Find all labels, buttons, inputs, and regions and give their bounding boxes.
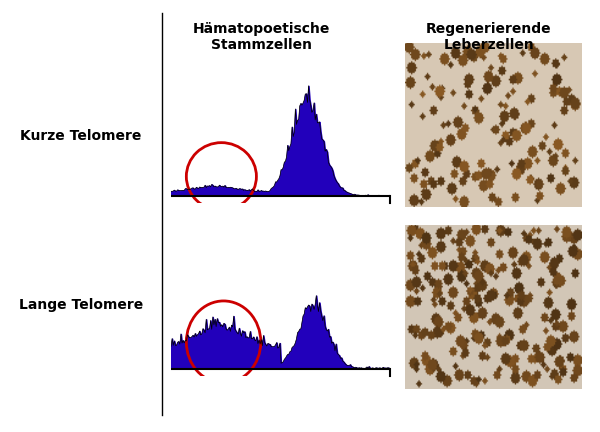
Text: Regenerierende
Leberzellen: Regenerierende Leberzellen bbox=[426, 22, 552, 52]
Text: Lange Telomere: Lange Telomere bbox=[19, 298, 143, 311]
Text: Hämatopoetische
Stammzellen: Hämatopoetische Stammzellen bbox=[193, 22, 329, 52]
Text: Kurze Telomere: Kurze Telomere bbox=[20, 129, 142, 143]
